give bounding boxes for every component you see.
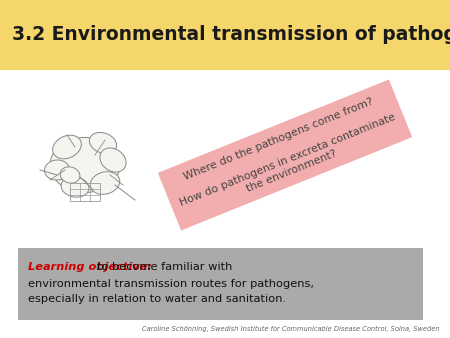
Text: Where do the pathogens come from?

How do pathogens in excreta contaminate
the e: Where do the pathogens come from? How do… (169, 91, 401, 219)
Ellipse shape (45, 160, 69, 180)
Text: especially in relation to water and sanitation.: especially in relation to water and sani… (28, 294, 286, 304)
Text: 3.2 Environmental transmission of pathogens: 3.2 Environmental transmission of pathog… (12, 25, 450, 45)
Ellipse shape (61, 177, 89, 197)
Text: to become familiar with: to become familiar with (28, 262, 232, 272)
Ellipse shape (50, 138, 120, 193)
Ellipse shape (53, 135, 81, 159)
FancyBboxPatch shape (18, 248, 423, 320)
Text: Learning objective:: Learning objective: (28, 262, 152, 272)
Ellipse shape (60, 167, 80, 183)
Ellipse shape (90, 132, 117, 153)
Ellipse shape (100, 148, 126, 172)
Ellipse shape (90, 172, 120, 194)
Text: Caroline Schönning, Swedish Institute for Communicable Disease Control, Solna, S: Caroline Schönning, Swedish Institute fo… (142, 326, 440, 332)
Text: environmental transmission routes for pathogens,: environmental transmission routes for pa… (28, 279, 314, 289)
FancyBboxPatch shape (0, 0, 450, 70)
